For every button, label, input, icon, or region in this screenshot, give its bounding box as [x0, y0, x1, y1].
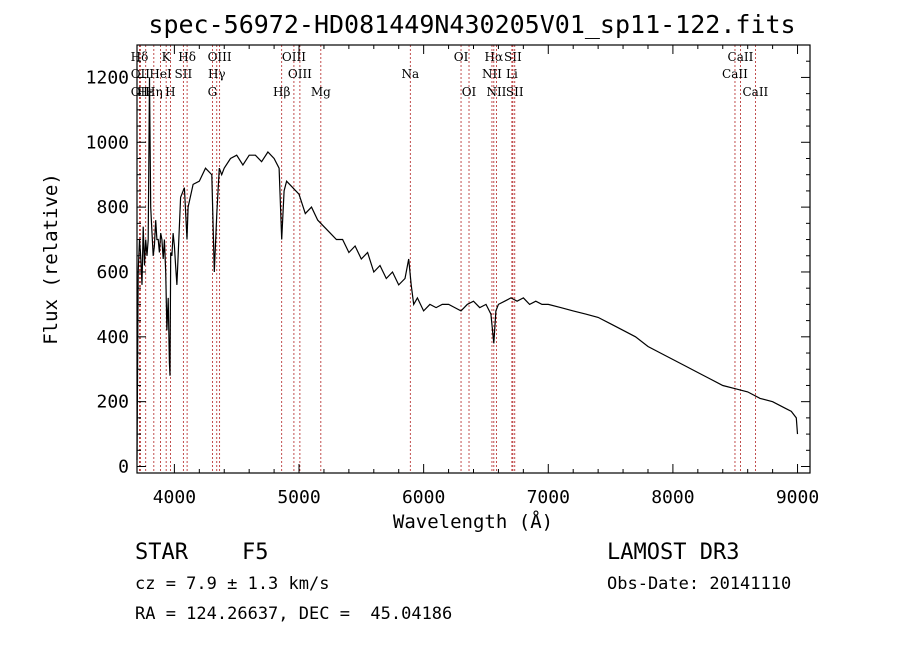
spectral-line-label: OIII	[288, 67, 312, 81]
coordinates: RA = 124.26637, DEC = 45.04186	[135, 604, 453, 624]
spectral-line-label: OIII	[282, 50, 306, 64]
spectral-line-label: H	[165, 85, 175, 99]
x-tick-label: 6000	[402, 487, 445, 508]
spectral-line-label: Na	[401, 67, 419, 81]
x-tick-label: 7000	[527, 487, 570, 508]
spectral-line-label: CaII	[742, 85, 768, 99]
spectral-line-label: Hδ	[178, 50, 196, 64]
spectral-line-label: Mg	[311, 85, 331, 99]
y-tick-label: 1200	[86, 67, 129, 88]
object-subclass: F5	[242, 540, 269, 565]
spectral-line-label: Hδ	[131, 50, 149, 64]
x-tick-label: 8000	[651, 487, 694, 508]
x-tick-label: 4000	[153, 487, 196, 508]
spectral-line-label: CaII	[728, 50, 754, 64]
y-tick-label: 400	[96, 327, 129, 348]
survey-name: LAMOST DR3	[607, 540, 740, 565]
y-tick-label: 600	[96, 262, 129, 283]
spectral-line-label: CaII	[722, 67, 748, 81]
y-tick-label: 800	[96, 197, 129, 218]
spectral-line-label: Hβ	[273, 85, 290, 99]
redshift-cz: cz = 7.9 ± 1.3 km/s	[135, 574, 330, 594]
y-tick-label: 1000	[86, 132, 129, 153]
spectral-line-label: Hγ	[208, 67, 226, 81]
spectral-line-label: SII	[506, 85, 524, 99]
spectral-line-label: OII	[131, 67, 151, 81]
y-tick-label: 200	[96, 392, 129, 413]
x-tick-label: 5000	[277, 487, 320, 508]
object-class: STAR	[135, 540, 188, 565]
spectral-line-label: Li	[506, 67, 518, 81]
y-tick-label: 0	[118, 457, 129, 478]
spectral-line-label: HeI	[149, 67, 172, 81]
spectral-line-label: OI	[462, 85, 477, 99]
x-tick-label: 9000	[776, 487, 819, 508]
y-axis-label: Flux (relative)	[40, 173, 62, 345]
chart-title: spec-56972-HD081449N430205V01_sp11-122.f…	[148, 10, 795, 39]
spectral-line-label: NII	[482, 67, 502, 81]
spectral-line-label: G	[208, 85, 218, 99]
spectral-line-label: K	[162, 50, 172, 64]
spectral-line-label: Hα	[485, 50, 504, 64]
axis-ticks: 4000 5000 6000 7000 8000 9000 0 200 400 600 800 100…	[86, 45, 819, 508]
spectral-line-label: Hη	[145, 85, 163, 99]
spectral-line-label: OI	[454, 50, 469, 64]
spectral-line-label: SII	[175, 67, 193, 81]
spectral-line-label: NII	[486, 85, 506, 99]
observation-date: Obs-Date: 20141110	[607, 574, 792, 594]
spectral-line-label: OIII	[208, 50, 232, 64]
x-axis-label: Wavelength (Å)	[393, 510, 553, 533]
spectrum-series-line	[136, 77, 799, 461]
spectral-line-label: OII	[131, 85, 151, 99]
plot-frame	[136, 44, 811, 474]
spectral-line-label: SII	[504, 50, 522, 64]
